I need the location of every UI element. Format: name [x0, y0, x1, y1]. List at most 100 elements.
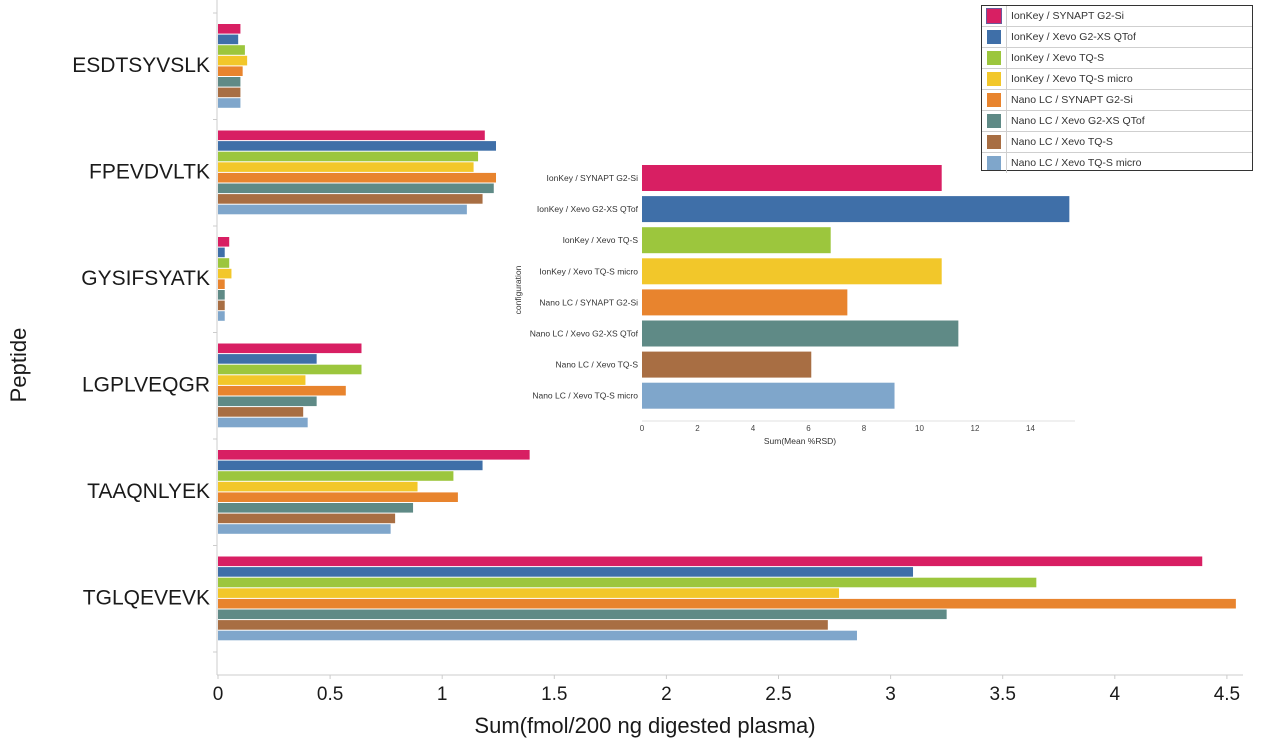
- legend-swatch-cell: [982, 111, 1007, 131]
- bar-tglqevevk-ionkey-synapt-g2-si: [218, 556, 1203, 567]
- bar-gysifsyatk-ionkey-synapt-g2-si: [218, 237, 230, 247]
- legend-swatch-cell: [982, 69, 1007, 89]
- inset-bars-group: [642, 165, 1070, 409]
- legend-swatch-cell: [982, 132, 1007, 152]
- y-axis-title: Peptide: [6, 328, 31, 403]
- inset-category-label: IonKey / Xevo TQ-S micro: [539, 266, 638, 276]
- legend-swatch-cell: [982, 153, 1007, 173]
- category-label-esdtsyvslk: ESDTSYVSLK: [72, 54, 210, 77]
- category-label-fpevdvltk: FPEVDVLTK: [89, 161, 210, 184]
- inset-x-tick-label: 14: [1026, 424, 1035, 433]
- x-tick-label: 0.5: [317, 684, 343, 705]
- bar-tglqevevk-nano-lc-xevo-g2-xs-qtof: [218, 609, 947, 620]
- inset-x-tick-labels: 0 2 4 6 8 10 12 14: [640, 424, 1036, 433]
- inset-bar-nano-lc-xevo-g2-xs-qtof: [642, 320, 959, 347]
- bar-lgplveqgr-ionkey-xevo-tq-s-micro: [218, 375, 306, 385]
- bar-fpevdvltk-nano-lc-xevo-tq-s-micro: [218, 204, 467, 215]
- legend-item-label: Nano LC / Xevo TQ-S micro: [1011, 157, 1142, 169]
- bar-lgplveqgr-nano-lc-xevo-tq-s-micro: [218, 417, 308, 428]
- legend-item-label: IonKey / Xevo G2-XS QTof: [1011, 31, 1136, 43]
- bar-tglqevevk-nano-lc-xevo-tq-s-micro: [218, 630, 857, 641]
- inset-category-labels: IonKey / SYNAPT G2-Si IonKey / Xevo G2-XS…: [530, 173, 639, 401]
- bar-esdtsyvslk-ionkey-synapt-g2-si: [218, 24, 241, 34]
- bar-gysifsyatk-ionkey-xevo-tq-s-micro: [218, 268, 232, 279]
- bar-lgplveqgr-ionkey-xevo-g2-xs-qtof: [218, 354, 317, 364]
- legend-item-ionkey-synapt-g2-si[interactable]: IonKey / SYNAPT G2-Si: [982, 6, 1252, 27]
- legend-swatch-cell: [982, 48, 1007, 68]
- inset-bar-ionkey-xevo-tq-s: [642, 227, 831, 254]
- bar-tglqevevk-ionkey-xevo-tq-s: [218, 577, 1037, 588]
- bar-taaqnlyek-ionkey-xevo-g2-xs-qtof: [218, 460, 483, 471]
- legend-swatch-icon: [987, 93, 1001, 107]
- chart-legend: IonKey / SYNAPT G2-Si IonKey / Xevo G2-XS…: [981, 5, 1253, 173]
- category-label-lgplveqgr: LGPLVEQGR: [82, 374, 210, 397]
- legend-item-ionkey-xevo-tq-s-micro[interactable]: IonKey / Xevo TQ-S micro: [982, 69, 1252, 90]
- legend-item-nano-lc-xevo-tq-s-micro[interactable]: Nano LC / Xevo TQ-S micro: [982, 153, 1252, 173]
- x-tick-label: 1.5: [541, 684, 567, 705]
- inset-category-label: Nano LC / Xevo TQ-S: [555, 360, 638, 370]
- bar-esdtsyvslk-nano-lc-xevo-g2-xs-qtof: [218, 77, 241, 87]
- category-label-tglqevevk: TGLQEVEVK: [83, 587, 210, 610]
- bar-fpevdvltk-ionkey-xevo-tq-s: [218, 151, 479, 162]
- x-tick-label: 4.5: [1214, 684, 1240, 705]
- bar-esdtsyvslk-ionkey-xevo-tq-s-micro: [218, 55, 248, 66]
- legend-item-label: IonKey / Xevo TQ-S micro: [1011, 73, 1133, 85]
- bar-lgplveqgr-nano-lc-xevo-g2-xs-qtof: [218, 396, 317, 407]
- inset-category-label: IonKey / SYNAPT G2-Si: [547, 173, 639, 183]
- legend-swatch-icon: [987, 30, 1001, 44]
- inset-x-tick-label: 0: [640, 424, 645, 433]
- inset-x-tick-label: 8: [862, 424, 867, 433]
- inset-x-tick-label: 4: [751, 424, 756, 433]
- x-tick-label: 3: [885, 684, 896, 705]
- bar-taaqnlyek-ionkey-synapt-g2-si: [218, 450, 530, 460]
- legend-item-ionkey-xevo-g2-xs-qtof[interactable]: IonKey / Xevo G2-XS QTof: [982, 27, 1252, 48]
- x-tick-label: 0: [213, 684, 224, 705]
- bar-fpevdvltk-nano-lc-xevo-g2-xs-qtof: [218, 183, 494, 194]
- x-tick-label: 4: [1110, 684, 1121, 705]
- legend-swatch-icon: [986, 8, 1002, 24]
- legend-swatch-cell: [982, 6, 1007, 26]
- inset-x-axis-title: Sum(Mean %RSD): [764, 436, 836, 446]
- y-axis-ticks: [213, 12, 217, 653]
- category-label-gysifsyatk: GYSIFSYATK: [81, 267, 210, 290]
- legend-swatch-icon: [987, 135, 1001, 149]
- legend-swatch-icon: [987, 72, 1001, 86]
- inset-category-label: Nano LC / Xevo G2-XS QTof: [530, 329, 639, 339]
- legend-swatch-icon: [987, 156, 1001, 170]
- inset-bar-ionkey-xevo-tq-s-micro: [642, 258, 942, 285]
- bar-esdtsyvslk-ionkey-xevo-g2-xs-qtof: [218, 34, 239, 45]
- inset-x-tick-label: 12: [971, 424, 980, 433]
- inset-category-label: IonKey / Xevo TQ-S: [563, 235, 639, 245]
- inset-category-label: Nano LC / SYNAPT G2-Si: [539, 297, 638, 307]
- bar-gysifsyatk-ionkey-xevo-g2-xs-qtof: [218, 247, 225, 258]
- inset-bar-nano-lc-synapt-g2-si: [642, 289, 848, 316]
- bar-fpevdvltk-ionkey-xevo-tq-s-micro: [218, 162, 474, 172]
- inset-rsd-chart: IonKey / SYNAPT G2-Si IonKey / Xevo G2-XS…: [513, 165, 1075, 446]
- legend-item-ionkey-xevo-tq-s[interactable]: IonKey / Xevo TQ-S: [982, 48, 1252, 69]
- bar-tglqevevk-nano-lc-synapt-g2-si: [218, 598, 1236, 609]
- legend-item-nano-lc-xevo-tq-s[interactable]: Nano LC / Xevo TQ-S: [982, 132, 1252, 153]
- legend-item-label: Nano LC / Xevo TQ-S: [1011, 136, 1113, 148]
- bar-gysifsyatk-nano-lc-synapt-g2-si: [218, 279, 225, 289]
- inset-bar-nano-lc-xevo-tq-s-micro: [642, 382, 895, 409]
- bar-tglqevevk-ionkey-xevo-g2-xs-qtof: [218, 567, 914, 577]
- legend-item-nano-lc-synapt-g2-si[interactable]: Nano LC / SYNAPT G2-Si: [982, 90, 1252, 111]
- inset-y-axis-title: configuration: [513, 265, 523, 314]
- main-bars-group: [218, 24, 1236, 641]
- bar-esdtsyvslk-ionkey-xevo-tq-s: [218, 45, 245, 55]
- inset-x-tick-label: 2: [695, 424, 700, 433]
- bar-tglqevevk-nano-lc-xevo-tq-s: [218, 620, 828, 630]
- inset-category-label: Nano LC / Xevo TQ-S micro: [532, 391, 638, 401]
- legend-swatch-icon: [987, 114, 1001, 128]
- bar-taaqnlyek-nano-lc-xevo-tq-s: [218, 513, 396, 524]
- bar-lgplveqgr-nano-lc-xevo-tq-s: [218, 407, 304, 417]
- y-axis-category-labels: ESDTSYVSLK FPEVDVLTK GYSIFSYATK LGPLVEQGR TA…: [72, 54, 210, 610]
- x-tick-label: 2.5: [765, 684, 791, 705]
- legend-swatch-cell: [982, 90, 1007, 110]
- bar-esdtsyvslk-nano-lc-xevo-tq-s: [218, 87, 241, 98]
- inset-bar-nano-lc-xevo-tq-s: [642, 351, 812, 378]
- legend-item-label: Nano LC / Xevo G2-XS QTof: [1011, 115, 1145, 127]
- bar-gysifsyatk-nano-lc-xevo-g2-xs-qtof: [218, 290, 225, 300]
- legend-item-nano-lc-xevo-g2-xs-qtof[interactable]: Nano LC / Xevo G2-XS QTof: [982, 111, 1252, 132]
